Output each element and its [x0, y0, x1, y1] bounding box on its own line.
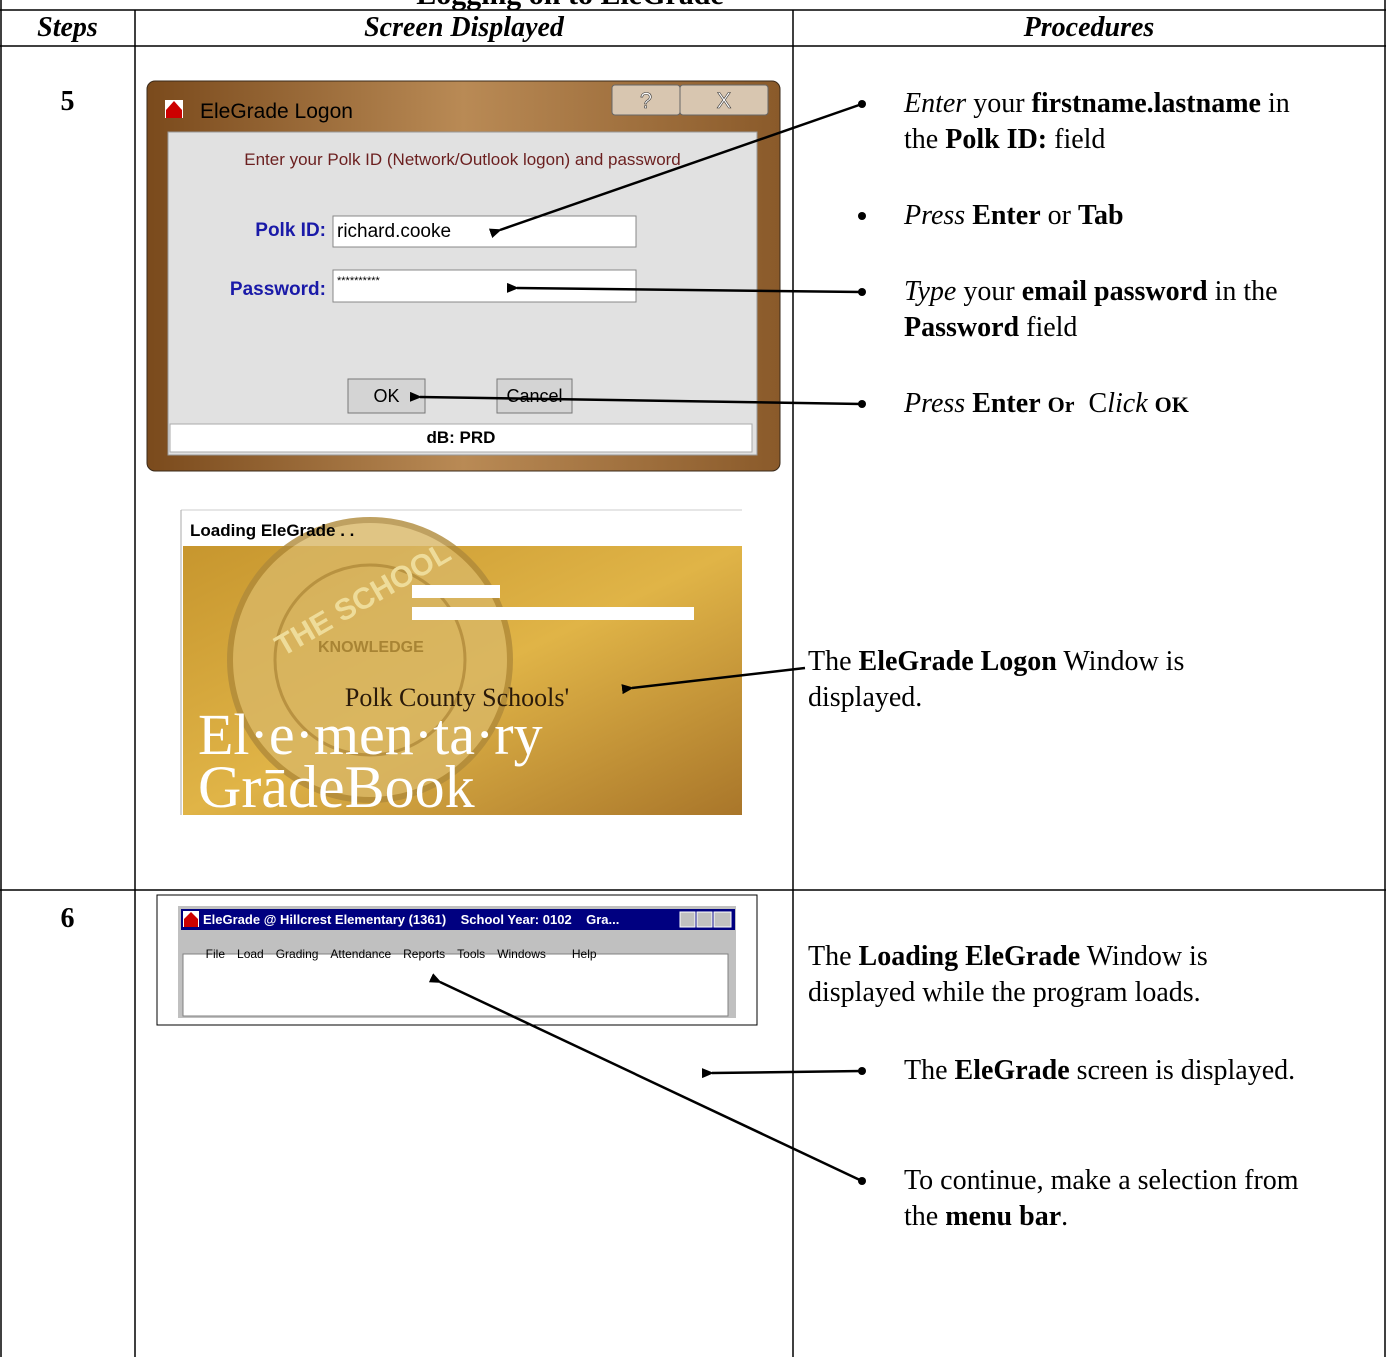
splash-heading: GrādeBook — [198, 754, 475, 820]
text-run: displayed while the program loads. — [808, 977, 1201, 1008]
procedure-line: the Polk ID: field — [904, 126, 1105, 154]
text-run — [1041, 388, 1048, 419]
procedure-line: Press Enter or Tab — [904, 202, 1124, 230]
svg-text:?: ? — [640, 88, 652, 113]
text-run: email password — [1021, 276, 1208, 307]
menu-item[interactable]: Reports — [403, 947, 446, 961]
menu-item[interactable]: Load — [237, 947, 264, 961]
main-window — [156, 894, 758, 1026]
procedure-line: Password field — [904, 314, 1077, 342]
loading-label: Loading EleGrade . . — [190, 521, 355, 540]
page-title: Logging on to EleGrade — [0, 0, 1140, 10]
splash-school: Polk County Schools' — [344, 683, 570, 712]
procedure-line: displayed while the program loads. — [808, 979, 1201, 1007]
text-run: displayed. — [808, 682, 923, 713]
text-run: your — [966, 88, 1032, 119]
step-number: 6 — [60, 903, 75, 934]
procedure-line: displayed. — [808, 684, 922, 712]
menu-item[interactable]: Attendance — [330, 947, 392, 961]
text-run: Password — [904, 312, 1020, 343]
text-run: The — [808, 941, 859, 972]
svg-text:X: X — [717, 88, 732, 113]
text-run: in the — [1207, 276, 1278, 307]
cancel-button[interactable]: Cancel — [506, 386, 563, 406]
menu-item[interactable]: Help — [571, 947, 597, 961]
menu-item[interactable]: File — [205, 947, 226, 961]
menu-item[interactable]: Grading — [275, 947, 319, 961]
ok-button[interactable]: OK — [373, 386, 400, 406]
loading-splash — [180, 509, 742, 815]
text-run: C — [1074, 388, 1108, 419]
text-run: Or — [1047, 392, 1075, 417]
window-title: EleGrade @ Hillcrest Elementary (1361) S… — [203, 912, 620, 927]
text-run: Window is — [1080, 941, 1208, 972]
text-run: The — [808, 646, 859, 677]
procedure-line: The EleGrade Logon Window is — [808, 648, 1184, 676]
text-run: Tab — [1077, 200, 1124, 231]
text-run: field — [1047, 124, 1106, 155]
menu-item[interactable]: Tools — [457, 947, 486, 961]
text-run: The — [904, 1055, 955, 1086]
text-run: menu bar — [945, 1201, 1062, 1232]
dialog-title: EleGrade Logon — [200, 100, 353, 123]
text-run: OK — [1154, 392, 1189, 417]
procedure-line: Press Enter Or Click OK — [904, 390, 1189, 418]
dialog-prompt: Enter your Polk ID (Network/Outlook logo… — [244, 150, 681, 169]
text-run: the — [904, 124, 946, 155]
column-header: Screen Displayed — [364, 12, 564, 43]
menu-bar: File Load Grading Attendance Reports Tools Win… — [199, 936, 597, 960]
status-bar: dB: PRD — [426, 428, 496, 447]
field-value: ********** — [337, 275, 380, 287]
text-run: Polk ID: — [945, 124, 1048, 155]
text-run: your — [956, 276, 1022, 307]
text-run: or — [1040, 200, 1078, 231]
text-run: the — [904, 1201, 946, 1232]
field-label: Polk ID: — [255, 220, 326, 241]
text-run: To continue, make a selection from — [904, 1165, 1299, 1196]
text-run: Window is — [1056, 646, 1185, 677]
procedure-line: To continue, make a selection from — [904, 1167, 1299, 1195]
column-header: Steps — [37, 12, 98, 43]
splash-heading: El·e·men·ta·ry — [198, 702, 543, 767]
text-run: . — [1061, 1201, 1069, 1232]
text-run: Press — [904, 200, 966, 231]
text-run: Loading EleGrade — [858, 941, 1081, 972]
text-run: firstname.lastname — [1031, 88, 1261, 119]
text-run: Enter — [904, 88, 967, 119]
text-run: screen is displayed. — [1069, 1055, 1296, 1086]
text-run: in — [1260, 88, 1290, 119]
procedure-line: Enter your firstname.lastname in — [904, 90, 1290, 118]
step-number: 5 — [60, 86, 75, 117]
procedure-line: the menu bar. — [904, 1203, 1068, 1231]
procedure-line: The EleGrade screen is displayed. — [904, 1057, 1295, 1085]
procedure-line: Type your email password in the — [904, 278, 1278, 306]
bullets — [858, 100, 866, 1185]
text-run: EleGrade — [954, 1055, 1070, 1086]
seal-text: KNOWLEDGE — [318, 639, 424, 656]
procedure-line: The Loading EleGrade Window is — [808, 943, 1208, 971]
column-header: Procedures — [1023, 12, 1155, 43]
text-run — [1148, 388, 1155, 419]
text-run: Enter — [972, 200, 1041, 231]
text-run: EleGrade Logon — [858, 646, 1057, 677]
text-run: lick — [1107, 388, 1148, 419]
field-label: Password: — [229, 279, 326, 300]
field-value: richard.cooke — [337, 221, 452, 242]
text-run: Type — [904, 276, 957, 307]
text-run: Enter — [972, 388, 1041, 419]
text-run: Press — [904, 388, 966, 419]
text-run: field — [1019, 312, 1078, 343]
menu-item[interactable]: Windows — [497, 947, 546, 961]
arrows — [409, 102, 863, 1183]
logon-dialog: ? X — [146, 80, 781, 472]
